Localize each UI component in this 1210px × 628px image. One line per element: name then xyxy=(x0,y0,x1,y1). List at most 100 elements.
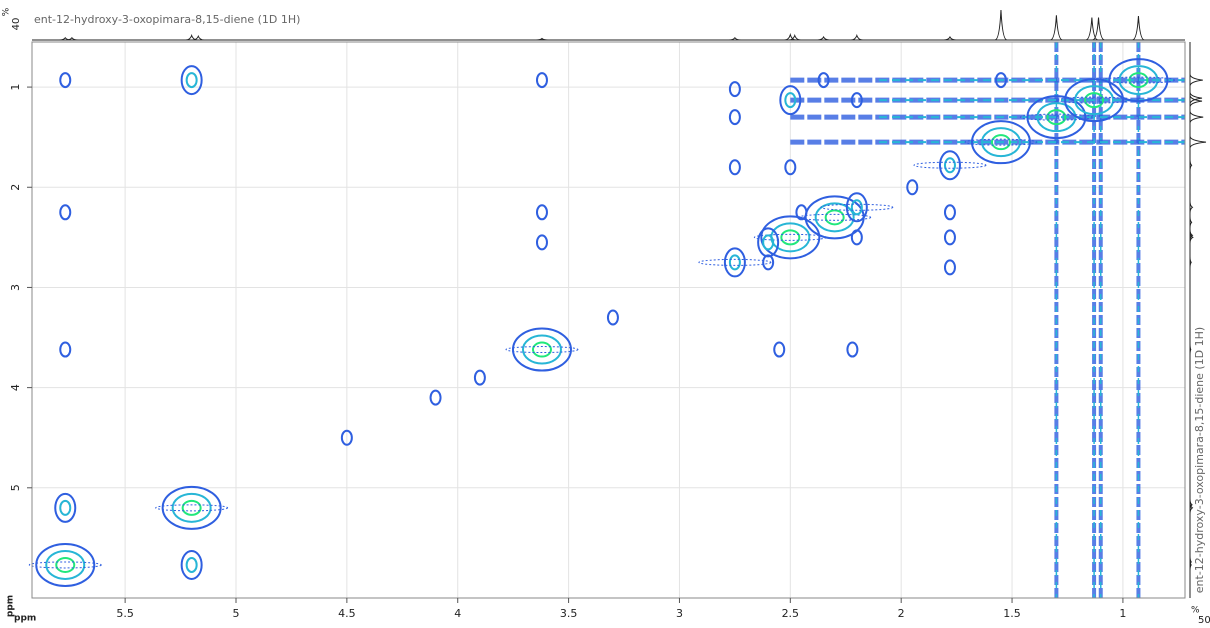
x-axis-label: ppm xyxy=(14,614,36,624)
contour xyxy=(1128,72,1149,89)
contour xyxy=(505,346,579,354)
contour xyxy=(817,72,830,89)
contour xyxy=(980,127,1021,158)
contour xyxy=(511,327,572,372)
contour xyxy=(531,341,552,358)
cross-peak xyxy=(535,72,548,89)
contour xyxy=(943,229,956,246)
contour xyxy=(970,120,1031,165)
cross-peak xyxy=(817,72,830,89)
contour xyxy=(906,179,919,196)
contour xyxy=(1074,85,1115,116)
contour xyxy=(773,341,786,358)
x-tick-label: 2 xyxy=(898,607,905,620)
x-tick-label: 5.5 xyxy=(116,607,134,620)
cross-peak xyxy=(1101,58,1175,103)
contour xyxy=(943,259,956,276)
top-projection-peak xyxy=(535,37,548,41)
top-projection-max: 40 xyxy=(11,18,22,31)
cross-peak xyxy=(155,485,229,530)
contour xyxy=(795,204,808,221)
contour xyxy=(35,542,96,587)
plot-frame xyxy=(31,41,1186,599)
contour xyxy=(54,492,77,523)
cross-peak xyxy=(779,85,802,116)
side-projection-peak xyxy=(1189,343,1192,356)
side-projection-peak xyxy=(1189,555,1192,568)
top-projection-peak xyxy=(1050,15,1063,41)
cross-peak xyxy=(906,179,919,196)
cross-peak xyxy=(698,247,772,278)
cross-peak xyxy=(505,327,579,372)
contour xyxy=(779,85,802,116)
cross-peak xyxy=(59,204,72,221)
contour xyxy=(1019,113,1093,121)
contour xyxy=(606,309,619,326)
cross-peak xyxy=(994,72,1007,89)
contour xyxy=(59,204,72,221)
side-projection-peak xyxy=(1189,558,1192,571)
contour xyxy=(161,485,222,530)
cross-peak xyxy=(773,341,786,358)
cross-peak xyxy=(340,429,353,446)
cross-peak xyxy=(913,150,987,181)
x-tick-label: 3 xyxy=(676,607,683,620)
x-tick-label: 3.5 xyxy=(560,607,578,620)
contour xyxy=(814,202,855,233)
cross-peak xyxy=(180,65,203,96)
contour xyxy=(824,209,845,226)
contour xyxy=(728,159,741,176)
x-tick-label: 4.5 xyxy=(338,607,356,620)
contour xyxy=(535,234,548,251)
cross-peak xyxy=(728,109,741,126)
contour xyxy=(45,549,86,580)
contour xyxy=(762,234,775,251)
contour xyxy=(429,389,442,406)
x-tick-label: 5 xyxy=(232,607,239,620)
contour xyxy=(994,72,1007,89)
contour xyxy=(59,341,72,358)
contour xyxy=(728,81,741,98)
contour xyxy=(59,499,72,516)
top-projection-peak xyxy=(943,35,956,41)
top-projection-title: ent-12-hydroxy-3-oxopimara-8,15-diene (1… xyxy=(34,13,300,26)
contour xyxy=(1046,109,1067,126)
contour xyxy=(784,159,797,176)
top-projection-peak xyxy=(850,33,863,41)
contour xyxy=(473,369,486,386)
contour xyxy=(943,204,956,221)
cross-peak xyxy=(429,389,442,406)
contour xyxy=(990,134,1011,151)
contour xyxy=(820,203,894,211)
contour xyxy=(913,161,987,169)
contour xyxy=(1084,92,1105,109)
contour xyxy=(938,150,961,181)
contour xyxy=(535,204,548,221)
contour xyxy=(723,247,746,278)
top-projection-peak xyxy=(728,36,741,41)
contour xyxy=(728,109,741,126)
cross-peak xyxy=(728,81,741,98)
cross-peak xyxy=(784,159,797,176)
side-projection-peak xyxy=(1189,498,1193,511)
x-tick-label: 1.5 xyxy=(1003,607,1021,620)
x-tick-label: 2.5 xyxy=(782,607,800,620)
cross-peak xyxy=(850,229,863,246)
contour xyxy=(185,556,198,573)
top-projection-peak xyxy=(817,35,830,41)
contour xyxy=(59,72,72,89)
contour xyxy=(28,561,102,569)
side-projection-peak xyxy=(1189,73,1203,87)
y-tick-label: 2 xyxy=(9,184,22,191)
top-projection-unit: % xyxy=(2,7,12,16)
contour xyxy=(943,157,956,174)
top-projection-peak xyxy=(1132,15,1145,41)
contour xyxy=(181,499,202,516)
contour xyxy=(728,254,741,271)
top-projection-peak xyxy=(65,36,78,41)
side-projection-title: ent-12-hydroxy-3-oxopimara-8,15-diene (1… xyxy=(1193,327,1206,593)
plot xyxy=(28,42,1185,598)
contour xyxy=(55,556,76,573)
cross-peak xyxy=(473,369,486,386)
